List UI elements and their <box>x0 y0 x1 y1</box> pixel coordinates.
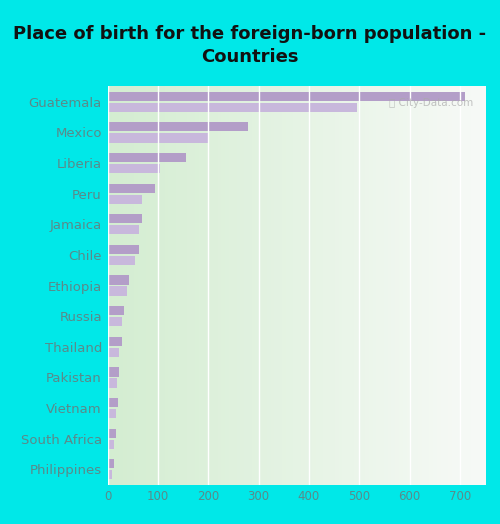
Bar <box>108 164 160 173</box>
Bar <box>108 122 248 132</box>
Bar <box>108 183 156 193</box>
Bar <box>108 225 138 234</box>
Bar <box>108 398 118 407</box>
Bar <box>108 306 124 315</box>
Bar <box>108 409 116 418</box>
Bar <box>108 276 128 285</box>
Bar <box>108 378 116 388</box>
Bar <box>108 367 118 377</box>
Bar <box>108 245 138 254</box>
Bar <box>108 287 126 296</box>
Bar <box>108 429 116 438</box>
Bar <box>108 133 208 143</box>
Bar <box>108 317 122 326</box>
Bar <box>108 214 142 223</box>
Bar <box>108 440 114 449</box>
Bar <box>108 256 135 265</box>
Bar <box>108 471 112 479</box>
Bar <box>108 337 122 346</box>
Bar <box>108 348 118 357</box>
Bar <box>108 103 356 112</box>
Text: ⓘ City-Data.com: ⓘ City-Data.com <box>390 99 473 108</box>
Bar <box>108 459 114 468</box>
Bar <box>108 194 142 204</box>
Text: Place of birth for the foreign-born population -
Countries: Place of birth for the foreign-born popu… <box>14 25 486 66</box>
Bar <box>108 92 465 101</box>
Bar <box>108 153 186 162</box>
